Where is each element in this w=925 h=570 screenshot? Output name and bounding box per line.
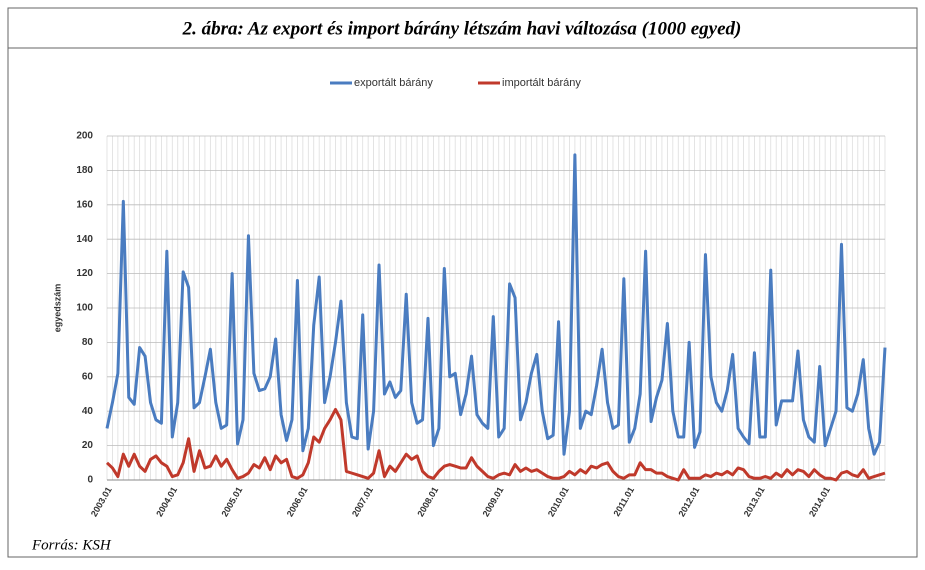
y-tick-label: 200: [76, 131, 93, 142]
x-tick-label: 2010.01: [546, 485, 571, 518]
series-line: [105, 407, 886, 482]
x-tick-label: 2011.01: [611, 485, 636, 518]
y-tick-label: 100: [76, 303, 93, 314]
y-tick-label: 160: [76, 199, 93, 210]
y-tick-label: 60: [82, 371, 94, 382]
source: Forrás: KSH: [31, 537, 112, 553]
x-tick-label: 2004.01: [154, 485, 179, 518]
y-tick-label: 120: [76, 268, 93, 279]
chart-title: 2. ábra: Az export és import bárány léts…: [182, 18, 742, 39]
x-tick-label: 2014.01: [807, 485, 832, 518]
x-tick-label: 2003.01: [89, 485, 114, 518]
legend-label: importált bárány: [502, 77, 581, 89]
legend-label: exportált bárány: [354, 77, 433, 89]
y-tick-label: 40: [82, 406, 94, 417]
y-tick-label: 20: [82, 440, 94, 451]
y-axis-label: egyedszám: [52, 284, 62, 333]
series-line: [105, 153, 887, 456]
x-tick-label: 2006.01: [285, 485, 310, 518]
x-tick-label: 2012.01: [676, 485, 701, 518]
x-tick-label: 2009.01: [481, 485, 506, 518]
x-tick-label: 2008.01: [415, 485, 440, 518]
y-tick-label: 0: [87, 475, 93, 486]
y-tick-label: 80: [82, 337, 94, 348]
x-tick-label: 2005.01: [219, 485, 244, 518]
y-tick-label: 180: [76, 165, 93, 176]
x-tick-label: 2013.01: [742, 485, 767, 518]
y-tick-label: 140: [76, 234, 93, 245]
frame: [7, 7, 918, 558]
x-tick-label: 2007.01: [350, 485, 375, 518]
